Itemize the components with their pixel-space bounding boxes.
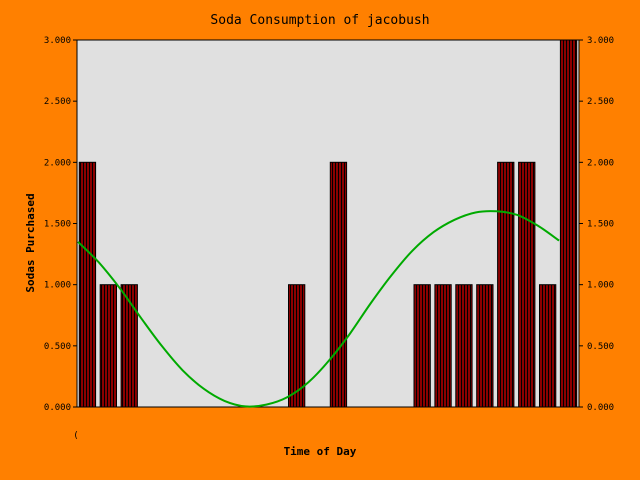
y-tick-label-right: 1.000 [587, 281, 614, 291]
y-tick-label-left: 1.500 [44, 220, 71, 230]
y-axis-left: 0.000 0.500 1.000 1.500 2.000 2.500 3.000 [44, 36, 77, 413]
x-axis-label: Time of Day [284, 445, 357, 458]
trend-curve-layer [77, 210, 560, 408]
y-tick-label-right: 3.000 [587, 36, 614, 46]
bar [329, 161, 348, 408]
y-axis-label: Sodas Purchased [24, 193, 37, 292]
chart-title: Soda Consumption of jacobush [210, 13, 429, 28]
bar [539, 284, 557, 408]
y-tick-label-left: 1.000 [44, 281, 71, 291]
x-tick-label: ( [73, 431, 78, 441]
bar [497, 161, 515, 408]
y-tick-label-right: 2.500 [587, 97, 614, 107]
bar [476, 284, 494, 408]
y-tick-label-left: 3.000 [44, 36, 71, 46]
bar [518, 161, 536, 408]
y-tick-label-left: 0.500 [44, 342, 71, 352]
y-tick-label-right: 0.000 [587, 403, 614, 413]
trend-curve [77, 210, 560, 408]
bar [434, 284, 452, 408]
y-tick-label-left: 0.000 [44, 403, 71, 413]
y-tick-label-left: 2.500 [44, 97, 71, 107]
bar [288, 284, 306, 408]
y-tick-label-right: 2.000 [587, 158, 614, 168]
bar-series [78, 39, 578, 408]
bar [120, 284, 138, 408]
bar [413, 284, 431, 408]
bar [559, 39, 578, 408]
bar [99, 284, 117, 408]
bar [78, 161, 97, 408]
y-tick-label-right: 1.500 [587, 220, 614, 230]
y-tick-label-right: 0.500 [587, 342, 614, 352]
y-axis-right: 0.000 0.500 1.000 1.500 2.000 2.500 3.000 [579, 36, 614, 413]
y-tick-label-left: 2.000 [44, 158, 71, 168]
bar [455, 284, 473, 408]
